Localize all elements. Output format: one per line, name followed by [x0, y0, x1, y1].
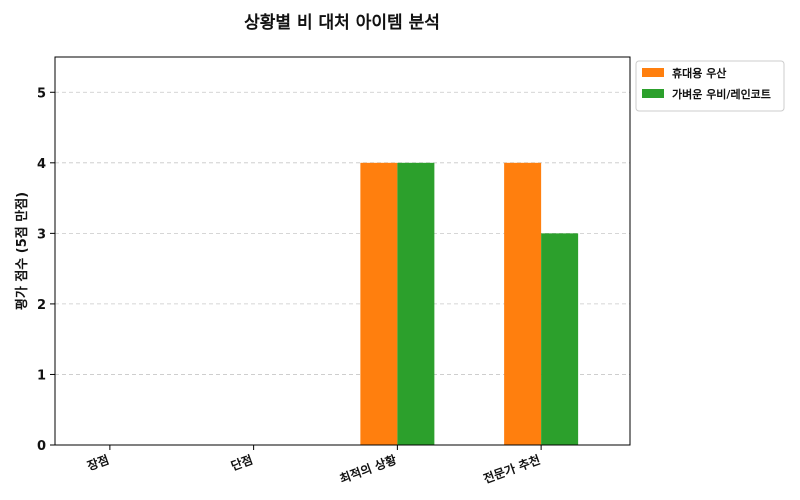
chart-title: 상황별 비 대처 아이템 분석 [244, 13, 440, 33]
legend-box [635, 60, 785, 112]
legend-label: 휴대용 우산 [672, 66, 726, 80]
plot-frame [54, 56, 631, 446]
y-tick-label: 4 [37, 157, 46, 172]
bar [504, 162, 542, 445]
y-tick-label: 3 [37, 227, 46, 242]
bars [360, 162, 579, 445]
legend-swatch [642, 68, 664, 77]
legend-swatch [642, 89, 664, 98]
legend-label: 가벼운 우비/레인코트 [672, 87, 771, 101]
x-tick-label: 단점 [229, 452, 255, 474]
y-tick-label: 0 [37, 439, 46, 454]
x-tick-label: 최적의 상황 [337, 452, 398, 486]
x-ticks: 장점 단점 최적의 상황 전문가 추천 [85, 445, 542, 486]
bar [541, 233, 579, 445]
y-tick-label: 2 [37, 298, 46, 313]
y-axis-label: 평가 점수 (5점 만점) [14, 192, 30, 310]
bar [397, 162, 435, 445]
x-tick-label: 전문가 추천 [481, 452, 542, 486]
y-tick-label: 1 [37, 368, 46, 383]
axes [54, 56, 631, 446]
y-tick-label: 5 [37, 86, 46, 101]
y-ticks: 0 1 2 3 4 5 [37, 86, 55, 454]
x-tick-label: 장점 [85, 452, 111, 474]
bar [360, 162, 398, 445]
